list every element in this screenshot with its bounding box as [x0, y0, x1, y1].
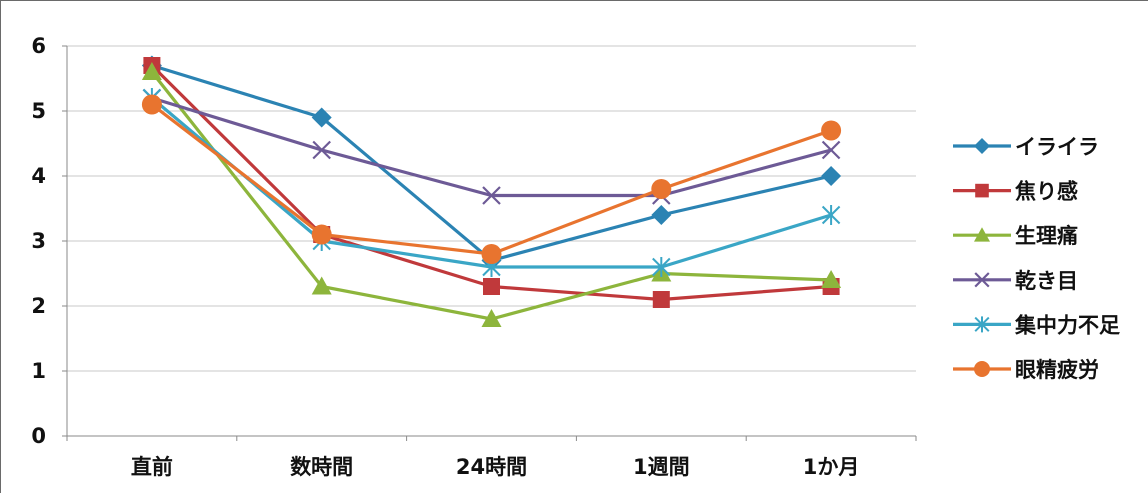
data-series	[141, 55, 842, 327]
legend-label: 乾き目	[1015, 269, 1078, 293]
legend-label: 焦り感	[1014, 180, 1078, 204]
legend-marker	[974, 361, 990, 377]
legend-entry: 乾き目	[953, 269, 1078, 293]
series-3	[142, 88, 841, 205]
y-tick-label: 3	[31, 229, 46, 253]
legend-label: 集中力不足	[1014, 313, 1120, 337]
x-axis-tick-labels: 直前 数時間 24時間 1週間 1か月	[131, 455, 860, 479]
legend-entry: 生理痛	[953, 224, 1078, 248]
legend-marker	[974, 316, 990, 333]
y-axis-tick-labels: 0 1 2 3 4 5 6	[31, 34, 46, 448]
x-tick-label: 1週間	[633, 455, 690, 479]
data-point	[482, 186, 501, 205]
data-point	[141, 62, 162, 80]
legend-label: 生理痛	[1015, 224, 1078, 248]
legend-marker	[974, 227, 990, 242]
data-point	[821, 270, 842, 288]
series-2	[141, 62, 842, 327]
data-point	[821, 166, 842, 186]
data-point	[821, 205, 841, 225]
y-tick-label: 4	[31, 164, 46, 188]
legend-entry: 眼精疲労	[953, 358, 1099, 382]
data-point	[481, 244, 502, 264]
y-tick-label: 0	[31, 424, 46, 448]
data-point	[483, 278, 500, 295]
data-point	[652, 257, 671, 277]
data-point	[481, 309, 502, 327]
series-line	[150, 63, 833, 263]
data-point	[141, 94, 162, 115]
data-point	[652, 291, 670, 308]
x-tick-label: 24時間	[456, 455, 527, 479]
legend-marker	[974, 138, 990, 154]
axes	[62, 45, 917, 441]
y-tick-label: 6	[31, 34, 46, 58]
data-point	[311, 276, 332, 295]
y-tick-label: 5	[31, 99, 46, 123]
legend-label: イライラ	[1015, 135, 1099, 159]
data-point	[311, 107, 332, 128]
data-point	[311, 224, 332, 245]
legend-marker	[974, 272, 990, 288]
data-point	[821, 140, 841, 160]
y-tick-label: 2	[31, 294, 46, 318]
y-tick-label: 1	[31, 359, 46, 383]
grid-lines	[67, 45, 916, 372]
data-point	[821, 120, 842, 141]
x-tick-label: 数時間	[290, 455, 353, 479]
legend-marker	[975, 183, 989, 198]
legend-entry: 集中力不足	[953, 313, 1120, 337]
series-line	[150, 102, 833, 256]
legend-label: 眼精疲労	[1015, 358, 1099, 382]
x-tick-label: 1か月	[803, 455, 860, 479]
data-point	[651, 179, 672, 199]
x-tick-label: 直前	[131, 455, 173, 479]
legend-entry: 焦り感	[953, 180, 1078, 204]
legend-entry: イライラ	[953, 135, 1099, 159]
data-point	[312, 140, 331, 160]
data-point	[651, 205, 672, 225]
series-5	[141, 94, 842, 264]
